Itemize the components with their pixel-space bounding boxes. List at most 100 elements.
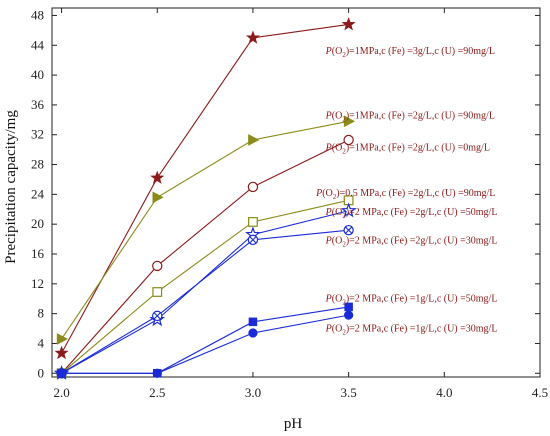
- ann-conditions: )=1MPa,c (Fe) =3g/L,c (U) =90mg/L: [346, 46, 495, 57]
- ann-gas: (O: [332, 324, 343, 335]
- ann-conditions: )=2 MPa,c (Fe) =1g/L,c (U) =50mg/L: [346, 294, 498, 305]
- ann-conditions: )=2 MPa,c (Fe) =2g/L,c (U) =30mg/L: [346, 236, 498, 247]
- ann-subscript: 2: [333, 193, 337, 201]
- data-point: [248, 328, 258, 338]
- ann-gas: (O: [332, 142, 343, 153]
- ann-conditions: )=0.5 MPa,c (Fe) =2g/L,c (U) =90mg/L: [336, 188, 495, 199]
- ann-var: P: [325, 110, 332, 121]
- marker-cross: [345, 226, 353, 234]
- data-point: [248, 217, 258, 227]
- ann-conditions: )=2 MPa,c (Fe) =1g/L,c (U) =30mg/L: [346, 324, 498, 335]
- ann-subscript: 2: [342, 299, 346, 307]
- series-line: [61, 139, 349, 374]
- series-annotation: P(O2)=1MPa,c (Fe) =3g/L,c (U) =90mg/L: [325, 46, 495, 59]
- series-s2: [56, 115, 356, 345]
- ann-subscript: 2: [342, 115, 346, 123]
- series-annotation: P(O2)=0.5 MPa,c (Fe) =2g/L,c (U) =90mg/L: [315, 188, 495, 201]
- ann-gas: (O: [332, 236, 343, 247]
- ann-gas: (O: [332, 110, 343, 121]
- series-annotation: P(O2)=1MPa,c (Fe) =2g/L,c (U) =90mg/L: [325, 110, 495, 123]
- y-tick-label: 44: [31, 37, 45, 52]
- y-tick-label: 8: [38, 306, 45, 321]
- series-s6: [56, 224, 354, 379]
- x-tick-label: 3.5: [341, 385, 357, 400]
- marker-cross: [153, 312, 161, 320]
- ann-subscript: 2: [342, 147, 346, 155]
- series-line: [61, 210, 349, 374]
- data-point: [245, 30, 260, 44]
- y-tick-label: 36: [31, 97, 45, 112]
- data-point: [56, 333, 69, 345]
- plot-frame: [51, 7, 541, 378]
- data-point: [343, 310, 354, 320]
- series-annotation: P(O2)=2 MPa,c (Fe) =2g/L,c (U) =50mg/L: [325, 207, 498, 220]
- y-axis-label: Precipitation capacity/mg: [3, 110, 19, 264]
- chart-series: [53, 17, 357, 380]
- y-tick-label: 48: [31, 7, 44, 22]
- series-line: [61, 199, 349, 374]
- ann-subscript: 2: [342, 329, 346, 337]
- y-tick-label: 28: [31, 157, 44, 172]
- ann-subscript: 2: [342, 51, 346, 59]
- data-point: [248, 134, 260, 146]
- marker-cross: [249, 236, 257, 244]
- ann-gas: (O: [332, 46, 343, 57]
- series-annotation: P(O2)=2 MPa,c (Fe) =1g/L,c (U) =30mg/L: [325, 324, 498, 337]
- series-line: [61, 306, 349, 374]
- y-tick-label: 12: [31, 276, 44, 291]
- ann-subscript: 2: [342, 241, 346, 249]
- data-point: [343, 134, 354, 146]
- ann-var: P: [325, 142, 332, 153]
- ann-var: P: [315, 188, 322, 199]
- data-point: [56, 368, 67, 378]
- series-line: [61, 314, 349, 374]
- x-tick-label: 2.0: [53, 385, 69, 400]
- x-tick-label: 3.0: [245, 385, 261, 400]
- y-tick-label: 24: [31, 186, 45, 201]
- x-tick-label: 4.0: [436, 385, 452, 400]
- ann-gas: (O: [332, 294, 343, 305]
- ann-var: P: [325, 324, 332, 335]
- data-point: [341, 17, 356, 31]
- x-tick-label: 4.5: [532, 385, 548, 400]
- ann-gas: (O: [332, 207, 343, 218]
- ann-gas: (O: [322, 188, 333, 199]
- series-s7: [57, 302, 353, 378]
- ann-subscript: 2: [342, 212, 346, 220]
- series-annotation: P(O2)=2 MPa,c (Fe) =2g/L,c (U) =30mg/L: [325, 236, 498, 249]
- data-point: [152, 191, 164, 204]
- data-point: [340, 202, 357, 218]
- series-annotation: P(O2)=2 MPa,c (Fe) =1g/L,c (U) =50mg/L: [325, 294, 498, 307]
- series-line: [61, 23, 349, 354]
- y-tick-label: 4: [38, 335, 45, 350]
- data-point: [152, 287, 163, 297]
- series-line: [61, 229, 349, 374]
- data-point: [247, 181, 259, 193]
- y-tick-label: 20: [31, 216, 44, 231]
- ann-conditions: )=1MPa,c (Fe) =2g/L,c (U) =90mg/L: [346, 110, 495, 121]
- data-point: [343, 224, 354, 236]
- series-s5: [53, 202, 357, 380]
- series-s1: [54, 17, 356, 360]
- ann-conditions: )=2 MPa,c (Fe) =2g/L,c (U) =50mg/L: [346, 207, 498, 218]
- chart-axes: 2.0 2.5 3.0 3.5 4.0 4.50481216202428323640444…: [31, 7, 548, 400]
- ann-var: P: [325, 236, 332, 247]
- data-point: [54, 345, 69, 360]
- series-annotation: P(O2)=1MPa,c (Fe) =2g/L,c (U) =0mg/L: [325, 142, 490, 155]
- data-point: [152, 310, 163, 322]
- series-line: [61, 120, 349, 340]
- ann-var: P: [325, 294, 332, 305]
- data-point: [150, 170, 165, 184]
- y-tick-label: 32: [31, 127, 44, 142]
- data-point: [247, 234, 259, 246]
- data-point: [248, 317, 258, 327]
- ann-var: P: [325, 207, 332, 218]
- data-point: [152, 368, 162, 378]
- series-s8: [56, 310, 354, 378]
- ann-conditions: )=1MPa,c (Fe) =2g/L,c (U) =0mg/L: [346, 142, 490, 153]
- data-point: [343, 115, 356, 128]
- x-tick-label: 2.5: [149, 385, 165, 400]
- data-point: [152, 260, 163, 272]
- y-tick-label: 0: [38, 365, 45, 380]
